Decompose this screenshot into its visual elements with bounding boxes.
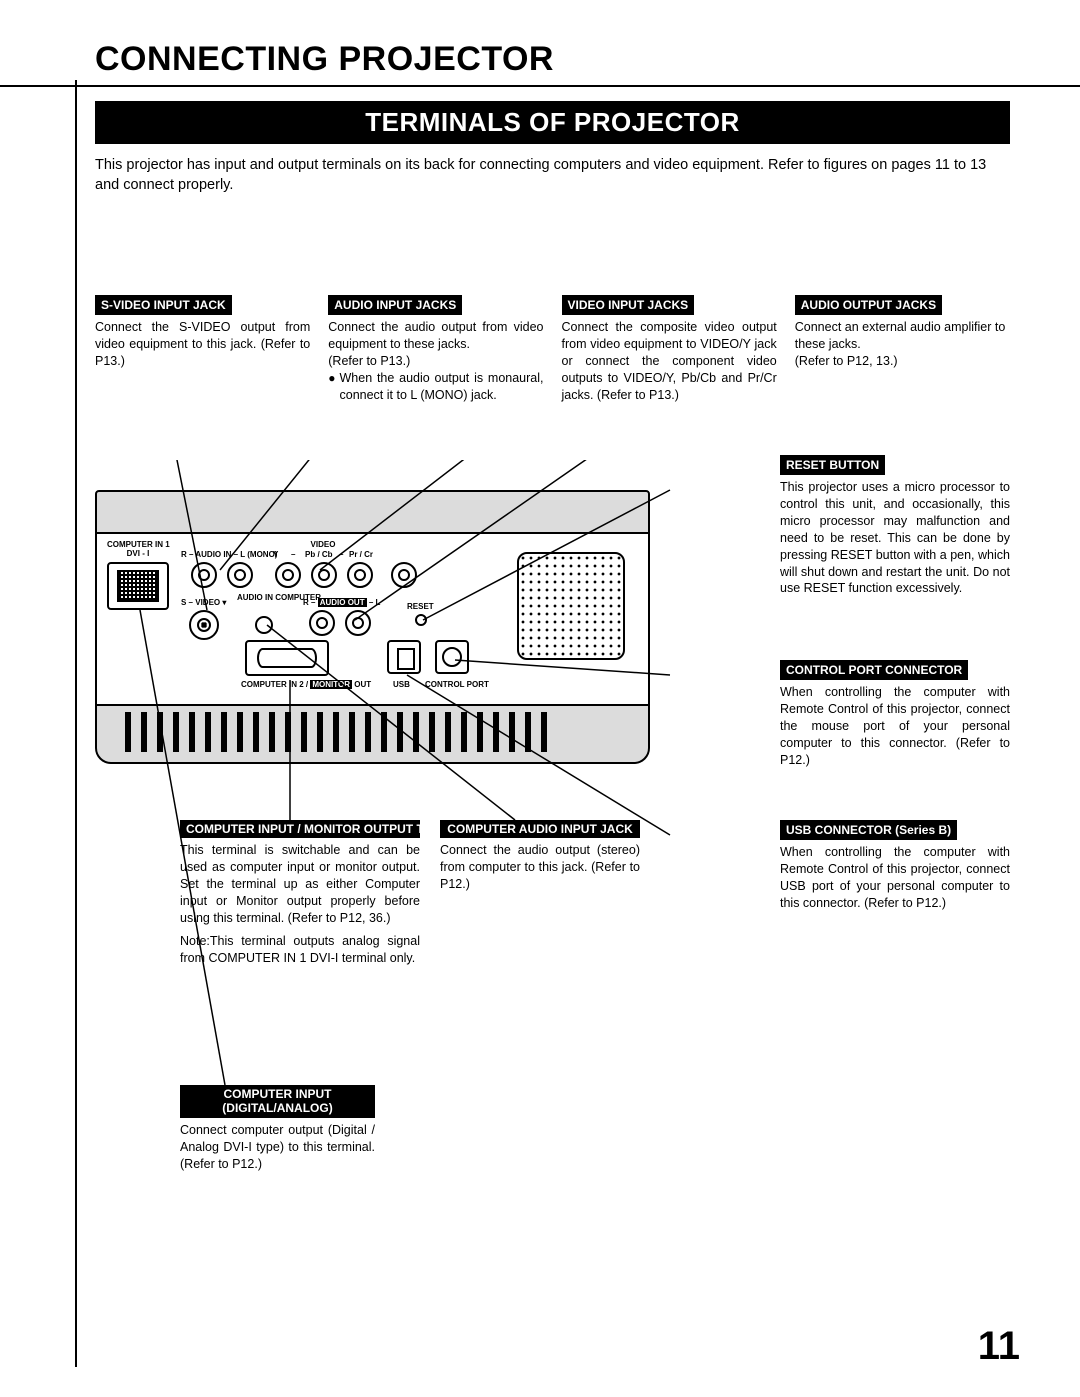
callout-label: COMPUTER INPUT / MONITOR OUTPUT TERMINAL [180, 820, 420, 838]
callout-note: Note:This terminal outputs analog signal… [180, 933, 420, 967]
cooling-fins [125, 712, 555, 752]
callout-body: Connect the S-VIDEO output from video eq… [95, 319, 310, 370]
callout-svideo: S-VIDEO INPUT JACK Connect the S-VIDEO o… [95, 295, 310, 404]
panel-label-prcr: Pr / Cr [349, 550, 373, 559]
callout-label: COMPUTER INPUT (DIGITAL/ANALOG) [180, 1085, 375, 1118]
panel-label-video: VIDEO [273, 540, 373, 549]
panel-label-computer-in-1: COMPUTER IN 1DVI - I [107, 540, 169, 558]
callout-body: Connect an external audio amplifier to t… [795, 319, 1010, 370]
callout-audio-out: AUDIO OUTPUT JACKS Connect an external a… [795, 295, 1010, 404]
callout-body: When controlling the computer with Remot… [780, 844, 1010, 912]
page: CONNECTING PROJECTOR TERMINALS OF PROJEC… [0, 0, 1080, 1397]
audio-in-l-jack-icon [227, 562, 253, 588]
callout-label: COMPUTER AUDIO INPUT JACK [440, 820, 640, 838]
left-margin-rule [75, 80, 77, 1367]
callout-label: S-VIDEO INPUT JACK [95, 295, 232, 315]
callout-body: Connect the composite video output from … [562, 319, 777, 403]
note-label: Note: [180, 934, 210, 948]
panel-label-audio-out: R – AUDIO OUT – L [303, 598, 380, 607]
video-prcr-jack-icon [347, 562, 373, 588]
callout-usb: USB CONNECTOR (Series B) When controllin… [780, 820, 1010, 912]
audio-out-l-jack-icon [345, 610, 371, 636]
callout-label: RESET BUTTON [780, 455, 885, 475]
svideo-port-icon [189, 610, 219, 640]
video-pbcb-jack-icon [311, 562, 337, 588]
bullet-icon: ● [328, 370, 335, 404]
callout-reset: RESET BUTTON This projector uses a micro… [780, 455, 1010, 597]
callout-computer-audio: COMPUTER AUDIO INPUT JACK Connect the au… [440, 820, 640, 893]
audio-out-r-jack-icon [309, 610, 335, 636]
panel-top-bezel [95, 490, 650, 534]
panel-label-audio-in: R – AUDIO IN – L (MONO) [181, 550, 261, 559]
speaker-grille [517, 552, 625, 660]
panel-label-dash: – [291, 550, 295, 559]
intro-paragraph: This projector has input and output term… [95, 156, 1010, 195]
callout-body: This projector uses a micro processor to… [780, 479, 1010, 597]
callout-computer-digital-analog: COMPUTER INPUT (DIGITAL/ANALOG) Connect … [180, 1085, 375, 1172]
callout-label: VIDEO INPUT JACKS [562, 295, 695, 315]
panel-label-svideo: S – VIDEO ▾ [181, 598, 226, 607]
panel-label-dash2: – [339, 550, 343, 559]
audio-in-r-jack-icon [191, 562, 217, 588]
note-body: This terminal outputs analog signal from… [180, 934, 420, 965]
panel-body: COMPUTER IN 1DVI - I R – AUDIO IN – L (M… [95, 490, 650, 770]
main-title: CONNECTING PROJECTOR [95, 40, 1010, 79]
callout-video-in: VIDEO INPUT JACKS Connect the composite … [562, 295, 777, 404]
panel-label-pbcb: Pb / Cb [305, 550, 333, 559]
panel-label-y: Y [273, 550, 278, 559]
panel-label-audio-in-computer: AUDIO IN COMPUTER [237, 594, 291, 602]
top-callout-row: S-VIDEO INPUT JACK Connect the S-VIDEO o… [95, 295, 1010, 404]
bullet-text: When the audio output is monaural, conne… [340, 370, 544, 404]
callout-bullet: ● When the audio output is monaural, con… [328, 370, 543, 404]
callout-body: Connect the audio output from video equi… [328, 319, 543, 370]
control-port-icon [435, 640, 469, 674]
horizontal-rule [0, 85, 1080, 87]
callout-audio-in: AUDIO INPUT JACKS Connect the audio outp… [328, 295, 543, 404]
panel-label-control-port: CONTROL PORT [425, 680, 489, 689]
callout-body: When controlling the computer with Remot… [780, 684, 1010, 768]
callout-label: USB CONNECTOR (Series B) [780, 820, 957, 840]
section-banner: TERMINALS OF PROJECTOR [95, 101, 1010, 144]
panel-label-computer-in-2: COMPUTER IN 2 / MONITOR OUT [241, 680, 371, 689]
video-y-jack-icon [275, 562, 301, 588]
blank-jack-icon [391, 562, 417, 588]
callout-body: Connect the audio output (stereo) from c… [440, 842, 640, 893]
callout-body: This terminal is switchable and can be u… [180, 842, 420, 926]
callout-computer-io: COMPUTER INPUT / MONITOR OUTPUT TERMINAL… [180, 820, 420, 967]
dvi-port-icon [107, 562, 169, 610]
panel-label-reset: RESET [407, 602, 434, 611]
vga-port-icon [245, 640, 329, 676]
usb-port-icon [387, 640, 421, 674]
label-text: COMPUTER INPUT / MONITOR OUTPUT TERMINAL [186, 822, 478, 836]
callout-body: Connect computer output (Digital / Analo… [180, 1122, 375, 1173]
callout-label: AUDIO OUTPUT JACKS [795, 295, 942, 315]
page-number: 11 [978, 1324, 1020, 1369]
callout-label: CONTROL PORT CONNECTOR [780, 660, 968, 680]
terminal-panel-diagram: COMPUTER IN 1DVI - I R – AUDIO IN – L (M… [95, 460, 650, 800]
callout-label: AUDIO INPUT JACKS [328, 295, 462, 315]
callout-control-port: CONTROL PORT CONNECTOR When controlling … [780, 660, 1010, 769]
audio-in-computer-jack-icon [255, 616, 273, 634]
panel-label-usb: USB [393, 680, 410, 689]
reset-button-icon [415, 614, 427, 626]
